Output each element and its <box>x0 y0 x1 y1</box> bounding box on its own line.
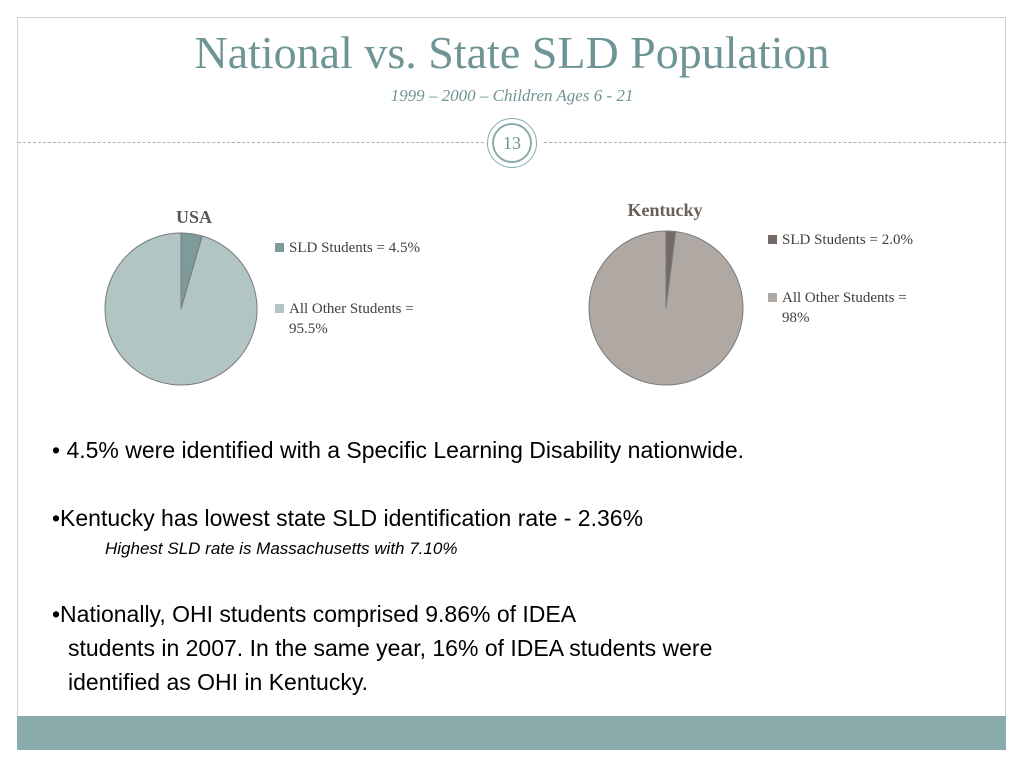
legend-label: SLD Students = 2.0% <box>782 232 913 248</box>
bullet-ohi-line-1: •Nationally, OHI students comprised 9.86… <box>52 601 577 627</box>
slide-title: National vs. State SLD Population <box>194 27 830 78</box>
pie-kentucky <box>588 230 744 386</box>
bullet-ohi-line-3: identified as OHI in Kentucky. <box>68 669 368 695</box>
chart-title-usa: USA <box>176 207 212 227</box>
bullet-kentucky-sld: •Kentucky has lowest state SLD identific… <box>52 505 644 531</box>
bullet-ohi-line-2: students in 2007. In the same year, 16% … <box>68 635 713 661</box>
pie-slice-other <box>104 232 258 386</box>
header-divider-right <box>544 142 1006 143</box>
bullet-massachusetts-note: Highest SLD rate is Massachusetts with 7… <box>105 539 458 558</box>
header-divider-left <box>18 142 484 143</box>
pie-slice-other <box>588 230 744 386</box>
legend-swatch <box>768 235 777 244</box>
chart-usa: USA SLD Students = 4.5% All Other Student… <box>104 207 420 386</box>
slide-subtitle: 1999 – 2000 – Children Ages 6 - 21 <box>390 86 634 105</box>
bullet-national-sld: • 4.5% were identified with a Specific L… <box>52 437 745 463</box>
legend-swatch <box>275 304 284 313</box>
chart-kentucky: Kentucky SLD Students = 2.0% All Other St… <box>588 200 913 386</box>
legend-swatch <box>768 293 777 302</box>
legend-swatch <box>275 243 284 252</box>
legend-label: All Other Students = 95.5% <box>289 301 414 337</box>
page-number-badge: 13 <box>487 118 537 168</box>
legend-label: All Other Students = 98% <box>782 290 907 326</box>
footer-bar <box>17 716 1006 750</box>
legend-usa: SLD Students = 4.5% All Other Students = 9… <box>275 240 420 337</box>
legend-kentucky: SLD Students = 2.0% All Other Students = 9… <box>768 232 913 326</box>
bullet-list: • 4.5% were identified with a Specific L… <box>52 433 982 699</box>
chart-title-kentucky: Kentucky <box>627 200 702 220</box>
pie-usa <box>104 232 258 386</box>
page-number: 13 <box>492 123 532 163</box>
legend-label: SLD Students = 4.5% <box>289 240 420 256</box>
pie-charts: USA SLD Students = 4.5% All Other Student… <box>104 200 913 386</box>
